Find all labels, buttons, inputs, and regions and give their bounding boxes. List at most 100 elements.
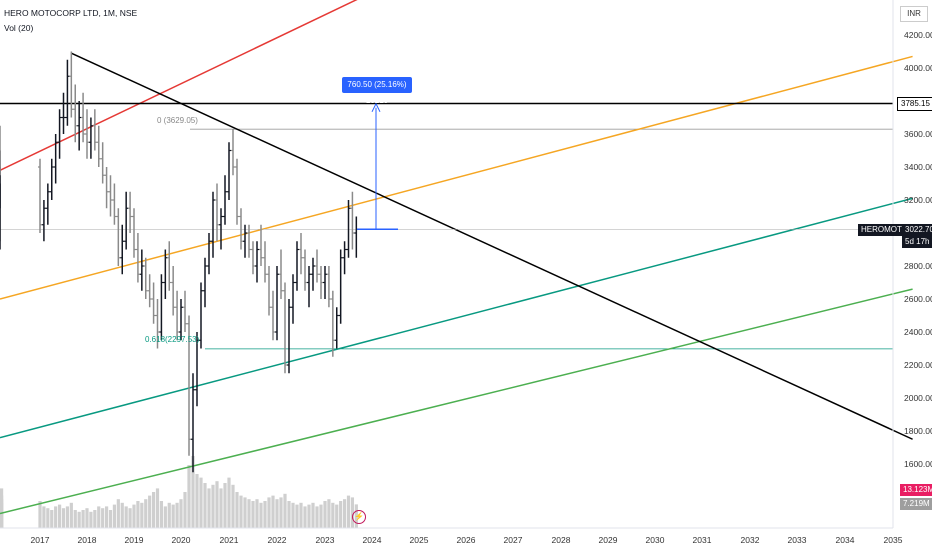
volume-bar (136, 501, 140, 528)
price-tick-label: 3400.00 (904, 162, 932, 172)
ohlc-bar (45, 183, 50, 225)
volume-bar (323, 501, 327, 528)
ohlc-bar (275, 266, 279, 341)
ohlc-bar (171, 266, 176, 316)
time-tick-label: 2020 (172, 535, 191, 545)
volume-indicator-label[interactable]: Vol (20) (4, 23, 34, 33)
volume-bar (199, 477, 203, 528)
ohlc-bar (49, 158, 54, 200)
time-tick-label: 2032 (741, 535, 760, 545)
volume-bar (263, 501, 267, 528)
price-tick-label: 1800.00 (904, 426, 932, 436)
volume-bar (259, 502, 263, 528)
time-axis: 2017 2018 2019 2020 2021 2022 2023 2024 2025 2026… (0, 0, 903, 545)
price-tick-label: 2600.00 (904, 294, 932, 304)
volume-bar (315, 506, 319, 528)
time-tick-label: 2025 (410, 535, 429, 545)
ohlc-bar (326, 266, 331, 308)
volume-bar (291, 502, 295, 528)
volume-bar (69, 502, 73, 528)
lightning-icon[interactable]: ⚡ (352, 510, 366, 524)
measure-label: 760.50 (25.16%) 15210 (342, 77, 412, 105)
ohlc-bar (243, 224, 247, 258)
ohlc-bar (88, 117, 93, 159)
volume-bar (231, 484, 235, 528)
price-tick-label: 2200.00 (904, 360, 932, 370)
price-axis: 4200.004000.003800.003600.003400.003200.… (904, 30, 932, 469)
trendline-red (0, 0, 358, 171)
ohlc-bar (295, 241, 299, 291)
time-tick-label: 2033 (788, 535, 807, 545)
ohlc-bar (334, 307, 339, 349)
time-tick-label: 2018 (78, 535, 97, 545)
currency-button[interactable]: INR (900, 6, 928, 22)
volume-bar (267, 497, 271, 528)
volume-ma-tag: 7.219M (900, 498, 932, 510)
ohlc-bar (143, 257, 148, 299)
volume-bar (227, 477, 231, 528)
volume-bar (120, 502, 124, 528)
time-tick-label: 2035 (884, 535, 903, 545)
volume-bar (155, 488, 160, 528)
price-tick-label: 4200.00 (904, 30, 932, 40)
price-tick-label: 3200.00 (904, 195, 932, 205)
ohlc-bar (311, 257, 315, 291)
volume-bar (243, 497, 247, 528)
volume-bar (207, 488, 211, 528)
time-tick-label: 2029 (599, 535, 618, 545)
ohlc-bar (235, 158, 239, 225)
volume-bar (251, 501, 255, 528)
volume-bar (89, 511, 93, 528)
volume-bar (283, 493, 287, 528)
ohlc-bar (167, 241, 172, 291)
time-tick-label: 2030 (646, 535, 665, 545)
price-tick-label: 2400.00 (904, 327, 932, 337)
time-tick-label: 2026 (457, 535, 476, 545)
ohlc-bar (203, 257, 207, 308)
volume-bar (183, 492, 187, 528)
ohlc-bar (41, 200, 46, 242)
fib-618-label: 0.618(2297.53) (145, 335, 200, 344)
fib-retracement (190, 128, 893, 350)
volume-bar (327, 499, 331, 528)
volume-bar (275, 499, 279, 528)
volume-bar (335, 504, 339, 528)
ohlc-bar (116, 208, 121, 266)
price-tick-label: 4000.00 (904, 63, 932, 73)
ohlc-bar (263, 241, 267, 283)
volume-bar (77, 511, 81, 528)
ohlc-bar (147, 274, 152, 308)
volume-bar (331, 502, 335, 528)
volume-bar (307, 504, 311, 528)
volume-bar (167, 502, 171, 528)
volume-bar (65, 506, 70, 528)
ohlc-bar (96, 125, 101, 167)
ohlc-bar (287, 299, 291, 374)
trendline-black (71, 52, 913, 440)
ohlc-bar (231, 129, 235, 176)
volume-bar (151, 492, 156, 528)
ohlc-bar (159, 274, 164, 341)
ohlc-bar (77, 101, 82, 151)
ohlc-bar (112, 183, 117, 225)
ohlc-bar (247, 224, 251, 258)
volume-bar (299, 502, 303, 528)
ohlc-bar (207, 233, 211, 275)
volume-bar (319, 504, 323, 528)
ohlc-bar (323, 266, 327, 299)
ohlc-bar (338, 249, 343, 324)
time-tick-label: 2024 (363, 535, 382, 545)
ohlc-bar (100, 142, 105, 184)
ohlc-bar (215, 183, 219, 242)
ohlc-bar (92, 109, 97, 151)
ohlc-bar (251, 241, 255, 275)
ohlc-bar (155, 299, 160, 349)
volume-bar (128, 508, 132, 528)
volume-bars (0, 456, 358, 528)
volume-bar (346, 495, 351, 528)
time-tick-label: 2021 (220, 535, 239, 545)
ohlc-bar (239, 208, 243, 250)
symbol-title: HERO MOTOCORP LTD, 1M, NSE (4, 8, 138, 18)
volume-bar (124, 506, 128, 528)
